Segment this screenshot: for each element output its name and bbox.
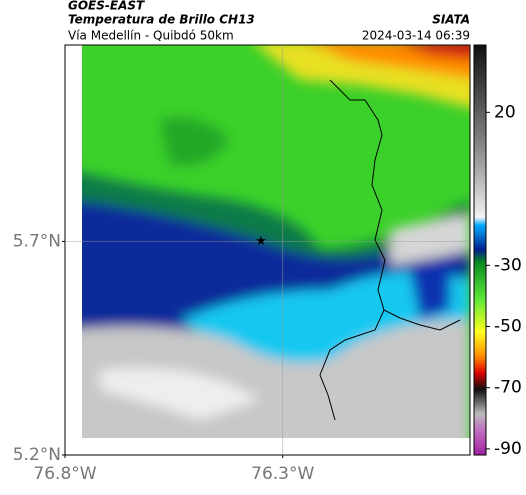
location-marker: ★ [255, 234, 267, 249]
subtitle: Vía Medellín - Quibdó 50km [68, 29, 234, 43]
imagery [82, 45, 470, 438]
product: GOES-EAST [68, 0, 145, 13]
colorbar-tick-label: -70 [494, 378, 522, 398]
colorbar [473, 44, 487, 456]
timestamp: 2024-03-14 06:39 [362, 29, 470, 43]
x-tick-label: 76.8°W [33, 464, 96, 484]
x-tick-label: 76.3°W [251, 464, 314, 484]
colorbar-tick-label: -90 [494, 439, 522, 459]
colorbar-tick-label: -30 [494, 255, 522, 275]
y-tick-label: 5.7°N [13, 231, 61, 251]
title: Temperatura de Brillo CH13 [68, 13, 255, 27]
y-tick-label: 5.2°N [13, 445, 61, 465]
colorbar-tick-label: 20 [494, 102, 516, 122]
colorbar-tick-label: -50 [494, 316, 522, 336]
map-frame [64, 44, 471, 456]
source: SIATA [432, 13, 470, 27]
